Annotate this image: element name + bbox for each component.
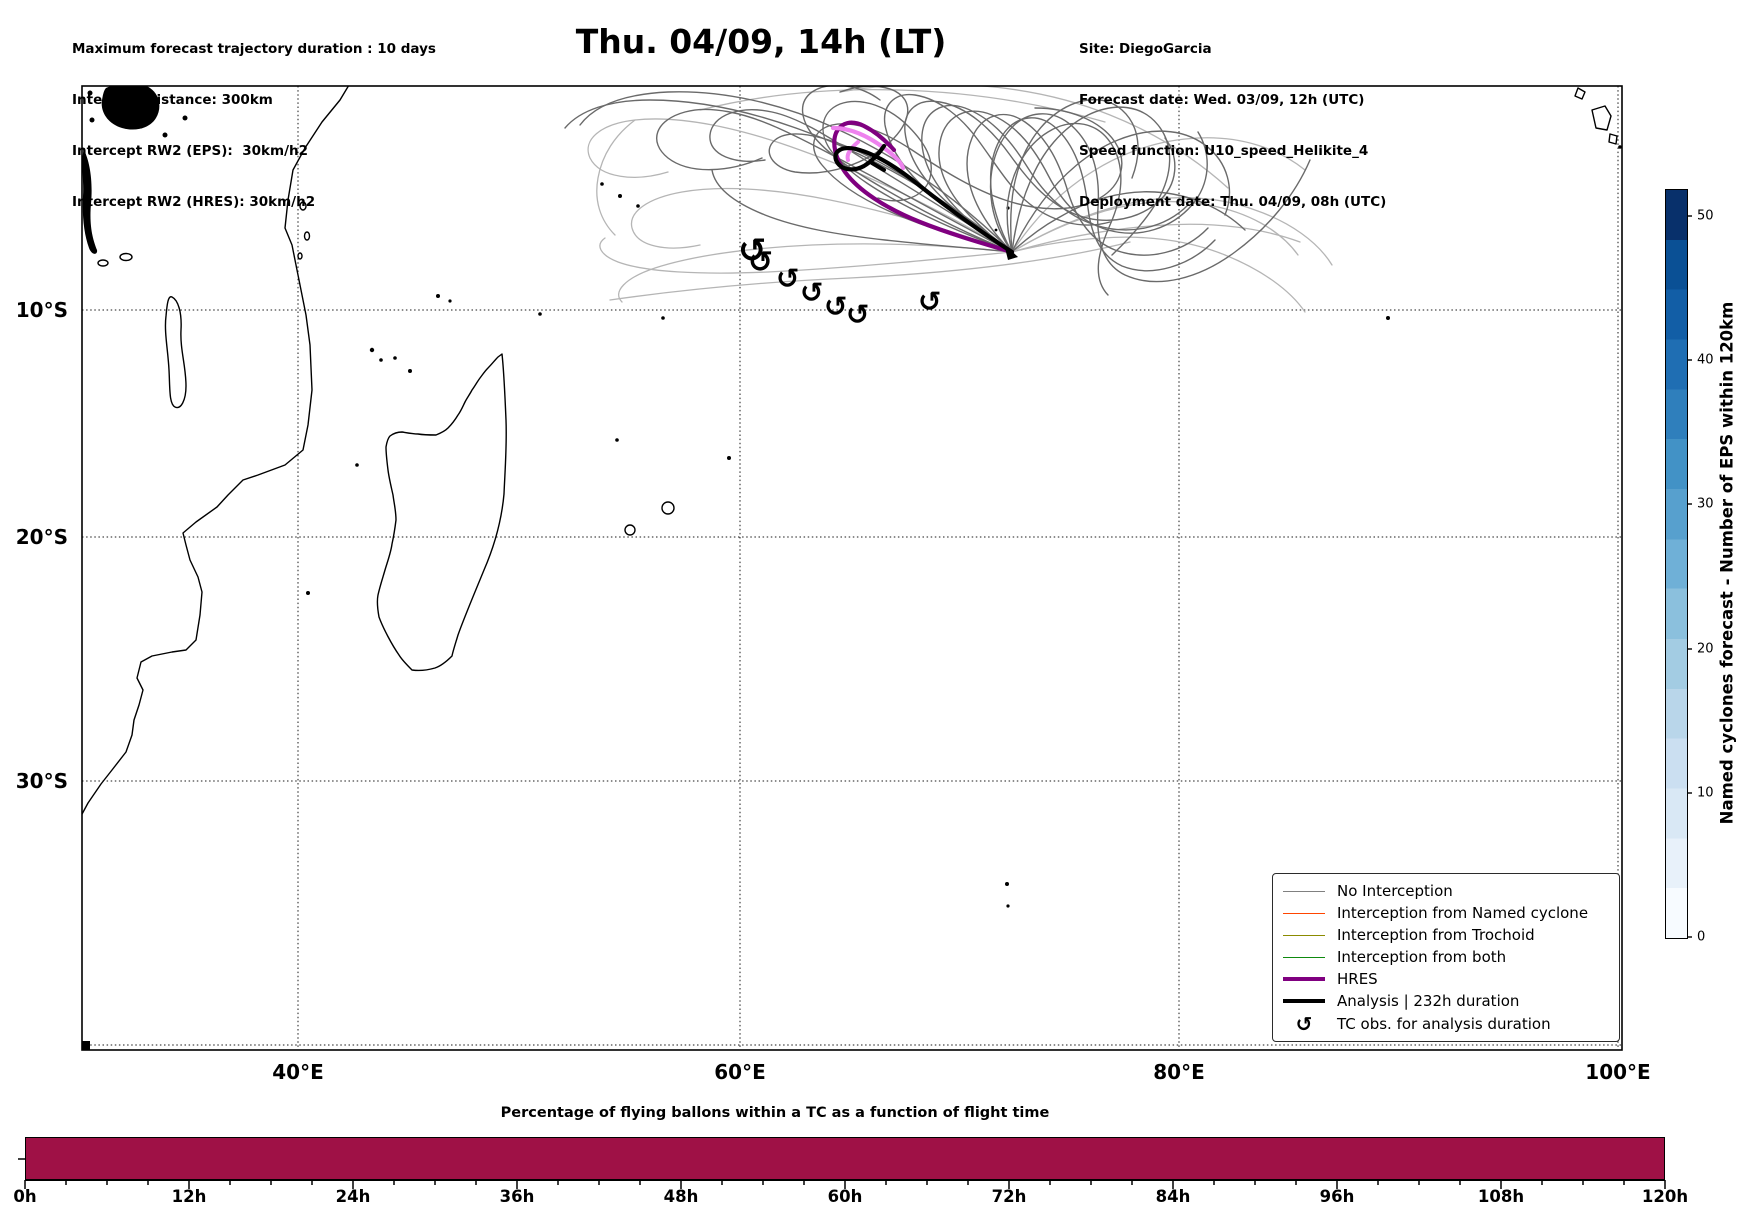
intercept-rw2-hres-line: Intercept RW2 (HRES): 30km/h2 (72, 194, 316, 210)
colorbar-tick-30: 30 (1697, 496, 1714, 512)
time-label-120h: 120h (1641, 1187, 1689, 1206)
deployment-date-line: Deployment date: Thu. 04/09, 08h (UTC) (1079, 194, 1387, 210)
colorbar-tick-20: 20 (1697, 641, 1714, 657)
time-label-12h: 12h (171, 1187, 207, 1206)
legend-item-analysis: Analysis | 232h duration (1283, 990, 1519, 1012)
hres-intercept-segment2 (845, 140, 860, 162)
figure-title: Thu. 04/09, 14h (LT) (575, 22, 947, 61)
green-line-swatch (1283, 956, 1325, 958)
colorbar (1665, 189, 1688, 939)
legend-item-named-cyclone: Interception from Named cyclone (1283, 902, 1588, 924)
tc-obs-icon: ↺ (918, 285, 941, 318)
colorbar-tick-10: 10 (1697, 785, 1714, 801)
coastlines (82, 86, 1618, 816)
lon-label-60e: 60°E (714, 1060, 766, 1084)
time-label-48h: 48h (663, 1187, 699, 1206)
time-label-72h: 72h (991, 1187, 1027, 1206)
time-label-60h: 60h (827, 1187, 863, 1206)
tc-obs-icon: ↺ (1295, 1012, 1313, 1036)
analysis-track (833, 143, 1015, 255)
lon-label-100e: 100°E (1585, 1060, 1651, 1084)
trajectories-no-interception-light (587, 86, 1333, 313)
orange-line-swatch (1283, 912, 1325, 914)
tc-obs-icon: ↺ (776, 262, 799, 295)
run-config-info: Maximum forecast trajectory duration : 1… (72, 7, 436, 228)
colorbar-tick-0: 0 (1697, 929, 1706, 945)
lat-label-30s: 30°S (15, 769, 68, 793)
forecast-date-line: Forecast date: Wed. 03/09, 12h (UTC) (1079, 92, 1365, 108)
colorbar-label: Named cyclones forecast - Number of EPS … (1717, 301, 1737, 825)
tc-obs-icon: ↺ (738, 231, 767, 271)
site-info: Site: DiegoGarcia Forecast date: Wed. 03… (1079, 7, 1386, 228)
tc-obs-icon: ↺ (824, 290, 847, 323)
speed-function-line: Speed function: U10_speed_Helikite_4 (1079, 143, 1369, 159)
lat-label-10s: 10°S (15, 298, 68, 322)
legend-item-tc-obs: ↺ TC obs. for analysis duration (1283, 1013, 1551, 1035)
tc-obs-icon: ↺ (748, 245, 773, 280)
lon-label-80e: 80°E (1153, 1060, 1205, 1084)
colorbar-tick-40: 40 (1697, 352, 1714, 368)
colorbar-tick-50: 50 (1697, 208, 1714, 224)
max-duration-line: Maximum forecast trajectory duration : 1… (72, 41, 436, 57)
time-label-36h: 36h (499, 1187, 535, 1206)
analysis-track-hook (870, 161, 886, 172)
time-label-84h: 84h (1155, 1187, 1191, 1206)
legend-item-trochoid: Interception from Trochoid (1283, 924, 1535, 946)
bottom-chart-title: Percentage of flying ballons within a TC… (500, 1105, 1050, 1121)
map-legend: No Interception Interception from Named … (1272, 873, 1620, 1042)
lon-label-40e: 40°E (272, 1060, 324, 1084)
time-label-24h: 24h (335, 1187, 371, 1206)
tc-obs-icon: ↺ (846, 298, 869, 331)
lakes-and-islets (82, 86, 1622, 1050)
time-label-0h: 0h (13, 1187, 37, 1206)
gray-line-swatch (1283, 890, 1325, 892)
intercept-distance-line: Intercept distance: 300km (72, 92, 273, 108)
map-frame (81, 85, 1623, 1051)
black-line-swatch (1283, 999, 1325, 1003)
legend-item-hres: HRES (1283, 968, 1378, 990)
tc-percentage-bar (25, 1137, 1665, 1180)
intercept-rw2-eps-line: Intercept RW2 (EPS): 30km/h2 (72, 143, 308, 159)
olive-line-swatch (1283, 934, 1325, 936)
purple-line-swatch (1283, 977, 1325, 981)
tc-obs-symbols: ↺ ↺ ↺ ↺ ↺ ↺ ↺ (738, 231, 941, 331)
site-line: Site: DiegoGarcia (1079, 41, 1212, 57)
lat-label-20s: 20°S (15, 525, 68, 549)
graticule (82, 86, 1622, 1050)
legend-item-both: Interception from both (1283, 946, 1506, 968)
deployment-point-marker (1004, 244, 1018, 260)
legend-item-no-interception: No Interception (1283, 880, 1453, 902)
tc-obs-icon: ↺ (800, 276, 823, 309)
time-label-108h: 108h (1477, 1187, 1525, 1206)
time-label-96h: 96h (1319, 1187, 1355, 1206)
